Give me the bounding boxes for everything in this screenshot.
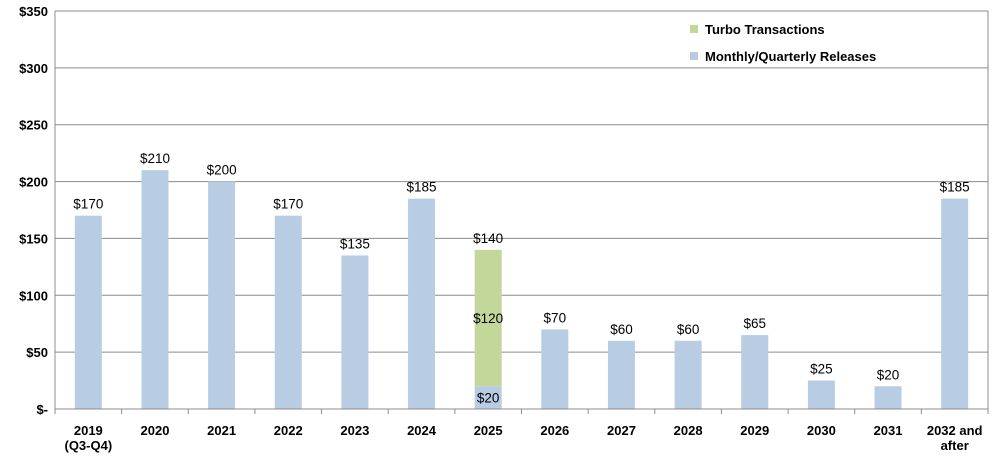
legend: Turbo Transactions Monthly/Quarterly Rele… bbox=[690, 22, 876, 64]
y-tick-label: $150 bbox=[19, 231, 48, 246]
bar-monthly-quarterly-releases-10 bbox=[741, 335, 769, 409]
x-category-label: after bbox=[941, 438, 969, 453]
bar-monthly-quarterly-releases-9 bbox=[674, 340, 702, 409]
y-tick-label: $250 bbox=[19, 118, 48, 133]
axes bbox=[54, 10, 989, 414]
x-category-label: 2021 bbox=[207, 423, 236, 438]
x-category-label: 2028 bbox=[674, 423, 703, 438]
y-axis-tick-labels: $- $50 $100 $150 $200 $250 $300 $350 bbox=[19, 4, 48, 417]
total-data-label: $170 bbox=[73, 197, 103, 212]
legend-label: Turbo Transactions bbox=[705, 22, 825, 37]
y-tick-label: $200 bbox=[19, 175, 48, 190]
total-data-label: $210 bbox=[140, 151, 170, 166]
bar-monthly-quarterly-releases-11 bbox=[807, 380, 835, 409]
total-data-label: $200 bbox=[207, 163, 237, 178]
bar-monthly-quarterly-releases-2 bbox=[208, 181, 236, 409]
total-data-label: $25 bbox=[810, 362, 833, 377]
bar-monthly-quarterly-releases-6 bbox=[474, 386, 502, 409]
x-category-label: 2031 bbox=[874, 423, 903, 438]
bar-monthly-quarterly-releases-0 bbox=[74, 215, 102, 409]
bar-monthly-quarterly-releases-7 bbox=[541, 329, 569, 409]
x-category-label: 2026 bbox=[540, 423, 569, 438]
x-category-label: 2023 bbox=[340, 423, 369, 438]
x-category-label: 2022 bbox=[274, 423, 303, 438]
bar-monthly-quarterly-releases-12 bbox=[874, 386, 902, 409]
x-category-label: 2025 bbox=[474, 423, 503, 438]
bar-monthly-quarterly-releases-8 bbox=[607, 340, 635, 409]
x-category-label: (Q3-Q4) bbox=[64, 438, 112, 453]
x-category-label: 2032 and bbox=[927, 423, 983, 438]
total-data-label: $170 bbox=[273, 197, 303, 212]
x-axis-category-labels: 2019(Q3-Q4) 2020 2021 2022 2023 2024 2025 2026 2… bbox=[64, 423, 982, 453]
x-category-label: 2027 bbox=[607, 423, 636, 438]
y-tick-label: $350 bbox=[19, 4, 48, 19]
total-data-label: $70 bbox=[544, 310, 567, 325]
y-tick-label: $50 bbox=[26, 345, 48, 360]
legend-label: Monthly/Quarterly Releases bbox=[705, 49, 876, 64]
bar-monthly-quarterly-releases-1 bbox=[141, 170, 169, 409]
data-labels: $170 $210 $200 $170 $135 $185 $140 $70 $60 $60 $65… bbox=[73, 151, 969, 405]
total-data-label: $135 bbox=[340, 236, 370, 251]
bars bbox=[74, 170, 969, 409]
legend-swatch bbox=[690, 25, 698, 33]
y-tick-label: $- bbox=[36, 402, 48, 417]
bar-monthly-quarterly-releases-5 bbox=[408, 198, 436, 409]
y-tick-label: $100 bbox=[19, 288, 48, 303]
total-data-label: $185 bbox=[407, 180, 437, 195]
segment-data-label: $20 bbox=[477, 391, 500, 406]
total-data-label: $60 bbox=[677, 322, 700, 337]
legend-swatch bbox=[690, 52, 698, 60]
bar-monthly-quarterly-releases-4 bbox=[341, 255, 369, 409]
x-category-label: 2024 bbox=[407, 423, 437, 438]
total-data-label: $65 bbox=[743, 316, 766, 331]
x-category-label: 2030 bbox=[807, 423, 836, 438]
bar-monthly-quarterly-releases-13 bbox=[941, 198, 969, 409]
bar-monthly-quarterly-releases-3 bbox=[274, 215, 302, 409]
total-data-label: $60 bbox=[610, 322, 633, 337]
x-category-label: 2020 bbox=[141, 423, 170, 438]
y-tick-label: $300 bbox=[19, 61, 48, 76]
x-category-label: 2029 bbox=[740, 423, 769, 438]
total-data-label: $20 bbox=[877, 367, 900, 382]
bar-turbo-transactions-6 bbox=[474, 249, 502, 387]
total-data-label: $185 bbox=[940, 180, 970, 195]
total-data-label: $140 bbox=[473, 231, 503, 246]
segment-data-label: $120 bbox=[473, 311, 503, 326]
x-category-label: 2019 bbox=[74, 423, 103, 438]
